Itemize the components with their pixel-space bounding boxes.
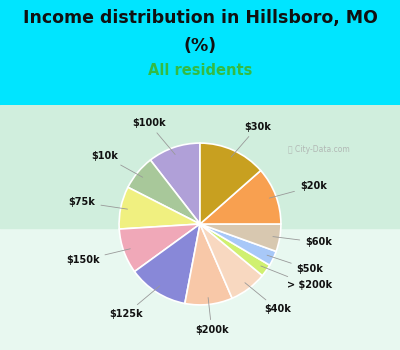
Text: $60k: $60k xyxy=(273,237,332,247)
Text: $150k: $150k xyxy=(66,249,130,265)
Wedge shape xyxy=(119,224,200,272)
Text: $75k: $75k xyxy=(68,197,128,209)
Wedge shape xyxy=(134,224,200,303)
Bar xyxy=(0,228,400,350)
Wedge shape xyxy=(128,160,200,224)
Wedge shape xyxy=(200,224,270,275)
Text: ⓘ City-Data.com: ⓘ City-Data.com xyxy=(288,145,350,154)
Text: $50k: $50k xyxy=(267,255,324,274)
Text: (%): (%) xyxy=(184,37,216,55)
Wedge shape xyxy=(185,224,232,305)
Text: $125k: $125k xyxy=(109,286,160,319)
Bar xyxy=(0,105,400,228)
Text: $100k: $100k xyxy=(132,118,175,154)
Text: $30k: $30k xyxy=(231,122,271,157)
Wedge shape xyxy=(200,224,281,251)
Text: All residents: All residents xyxy=(148,63,252,78)
Wedge shape xyxy=(150,143,200,224)
Wedge shape xyxy=(200,143,261,224)
Wedge shape xyxy=(119,187,200,229)
Text: $200k: $200k xyxy=(195,298,228,335)
Wedge shape xyxy=(200,224,262,298)
Text: Income distribution in Hillsboro, MO: Income distribution in Hillsboro, MO xyxy=(22,9,378,27)
Text: > $200k: > $200k xyxy=(261,266,332,290)
Wedge shape xyxy=(200,224,276,265)
Text: $40k: $40k xyxy=(245,283,291,314)
Text: $20k: $20k xyxy=(269,181,327,198)
Text: $10k: $10k xyxy=(91,151,143,177)
Wedge shape xyxy=(200,170,281,224)
